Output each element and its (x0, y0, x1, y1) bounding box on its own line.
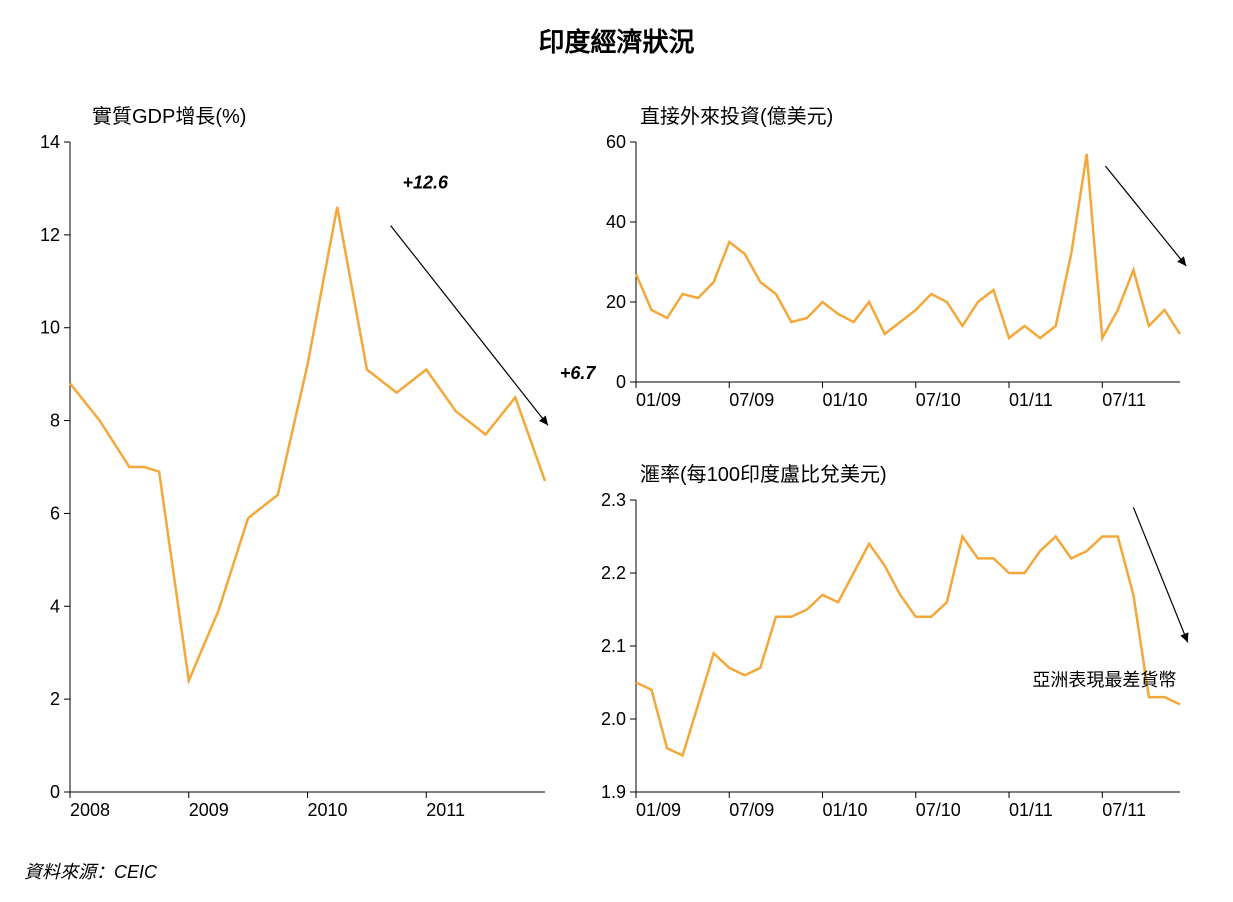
svg-text:+12.6: +12.6 (403, 172, 450, 192)
svg-text:6: 6 (50, 503, 60, 523)
svg-text:07/11: 07/11 (1102, 800, 1146, 820)
svg-text:07/09: 07/09 (729, 800, 774, 820)
svg-text:2: 2 (50, 689, 60, 709)
svg-text:+6.7: +6.7 (560, 363, 597, 383)
svg-text:2008: 2008 (70, 800, 110, 820)
svg-text:4: 4 (50, 596, 60, 616)
svg-text:07/10: 07/10 (916, 390, 961, 410)
svg-text:2010: 2010 (308, 800, 348, 820)
svg-text:40: 40 (606, 212, 626, 232)
svg-text:01/11: 01/11 (1009, 390, 1053, 410)
svg-text:0: 0 (616, 372, 626, 392)
svg-text:01/10: 01/10 (823, 390, 868, 410)
svg-text:07/09: 07/09 (729, 390, 774, 410)
svg-text:07/11: 07/11 (1102, 390, 1146, 410)
svg-text:01/11: 01/11 (1009, 800, 1053, 820)
svg-text:01/09: 01/09 (636, 390, 681, 410)
svg-text:2.2: 2.2 (601, 563, 626, 583)
svg-text:20: 20 (606, 292, 626, 312)
svg-text:60: 60 (606, 132, 626, 152)
svg-text:01/10: 01/10 (823, 800, 868, 820)
svg-text:2009: 2009 (189, 800, 229, 820)
svg-text:2.3: 2.3 (601, 490, 626, 510)
svg-text:07/10: 07/10 (916, 800, 961, 820)
svg-text:8: 8 (50, 411, 60, 431)
svg-text:1.9: 1.9 (601, 782, 626, 802)
svg-text:14: 14 (40, 132, 60, 152)
svg-text:0: 0 (50, 782, 60, 802)
svg-text:12: 12 (40, 225, 60, 245)
svg-text:2.1: 2.1 (601, 636, 626, 656)
svg-text:10: 10 (40, 318, 60, 338)
chart-canvas: 0 2 4 6 8 10 12 14 2008 2009 2010 2011 +12.6 +6.7 0 20 4… (0, 0, 1233, 902)
svg-text:01/09: 01/09 (636, 800, 681, 820)
svg-text:亞洲表現最差貨幣: 亞洲表現最差貨幣 (1032, 670, 1176, 690)
svg-text:2.0: 2.0 (601, 709, 626, 729)
svg-text:2011: 2011 (426, 800, 465, 820)
